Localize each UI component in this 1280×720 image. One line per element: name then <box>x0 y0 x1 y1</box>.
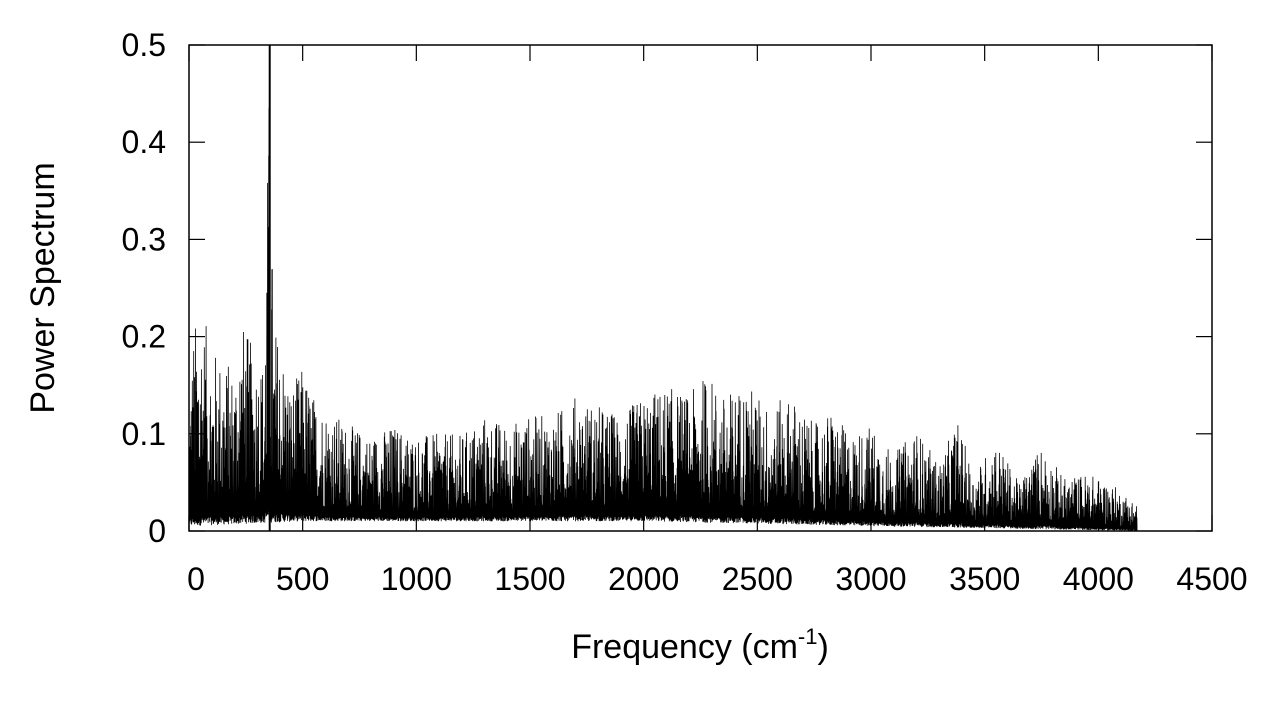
y-tick-label-0: 0 <box>148 513 166 549</box>
x-tick-label-6: 3000 <box>835 561 906 597</box>
x-tick-label-3: 1500 <box>494 561 565 597</box>
x-tick-label-2: 1000 <box>381 561 452 597</box>
x-tick-labels: 0 500 1000 1500 2000 2500 3000 3500 4000 4500 <box>187 561 1247 597</box>
x-axis-title-suffix: ) <box>817 628 828 666</box>
y-tick-labels: 0 0.1 0.2 0.3 0.4 0.5 <box>122 27 166 549</box>
plot-frame <box>188 44 1213 532</box>
x-tick-label-8: 4000 <box>1063 561 1134 597</box>
y-tick-label-2: 0.2 <box>122 319 166 355</box>
x-axis-title: Frequency (cm-1) <box>571 624 829 666</box>
x-tick-label-1: 500 <box>276 561 329 597</box>
x-tick-label-4: 2000 <box>608 561 679 597</box>
x-axis-title-superscript: -1 <box>798 624 818 649</box>
y-tick-label-5: 0.5 <box>122 27 166 63</box>
x-tick-label-7: 3500 <box>949 561 1020 597</box>
x-tick-label-5: 2500 <box>722 561 793 597</box>
spectrum-line <box>188 44 1138 531</box>
x-tick-label-9: 4500 <box>1176 561 1247 597</box>
x-axis-title-main: Frequency (cm <box>571 628 798 666</box>
y-tick-label-1: 0.1 <box>122 416 166 452</box>
y-tick-label-4: 0.4 <box>122 124 166 160</box>
axis-ticks <box>188 44 1213 532</box>
x-tick-label-0: 0 <box>187 561 205 597</box>
spectrum-trace <box>188 44 1138 531</box>
y-tick-label-3: 0.3 <box>122 221 166 257</box>
y-axis-title: Power Spectrum <box>24 162 62 413</box>
